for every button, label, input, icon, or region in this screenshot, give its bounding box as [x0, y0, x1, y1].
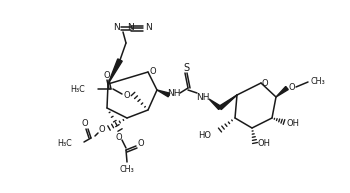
Polygon shape — [276, 86, 288, 97]
Text: N: N — [128, 24, 134, 32]
Text: H₃C: H₃C — [70, 85, 85, 93]
Text: OH: OH — [258, 140, 271, 148]
Text: CH₃: CH₃ — [311, 76, 326, 85]
Text: CH₃: CH₃ — [120, 164, 134, 174]
Text: O: O — [99, 125, 105, 135]
Text: O: O — [116, 133, 122, 141]
Text: N: N — [145, 24, 151, 32]
Text: O: O — [150, 68, 156, 76]
Polygon shape — [157, 90, 170, 97]
Text: O: O — [138, 140, 144, 148]
Text: O: O — [82, 119, 88, 129]
Text: OH: OH — [287, 119, 300, 128]
Text: O: O — [289, 82, 295, 91]
Text: N: N — [114, 24, 120, 32]
Polygon shape — [209, 99, 221, 110]
Polygon shape — [108, 59, 122, 84]
Text: O: O — [262, 80, 268, 89]
Text: O: O — [104, 70, 110, 80]
Text: H₃C: H₃C — [57, 139, 72, 147]
Text: NH: NH — [167, 90, 181, 98]
Text: HO: HO — [198, 130, 211, 140]
Text: S: S — [183, 63, 189, 73]
Polygon shape — [219, 95, 237, 110]
Text: NH: NH — [196, 92, 210, 102]
Text: O: O — [124, 91, 130, 100]
